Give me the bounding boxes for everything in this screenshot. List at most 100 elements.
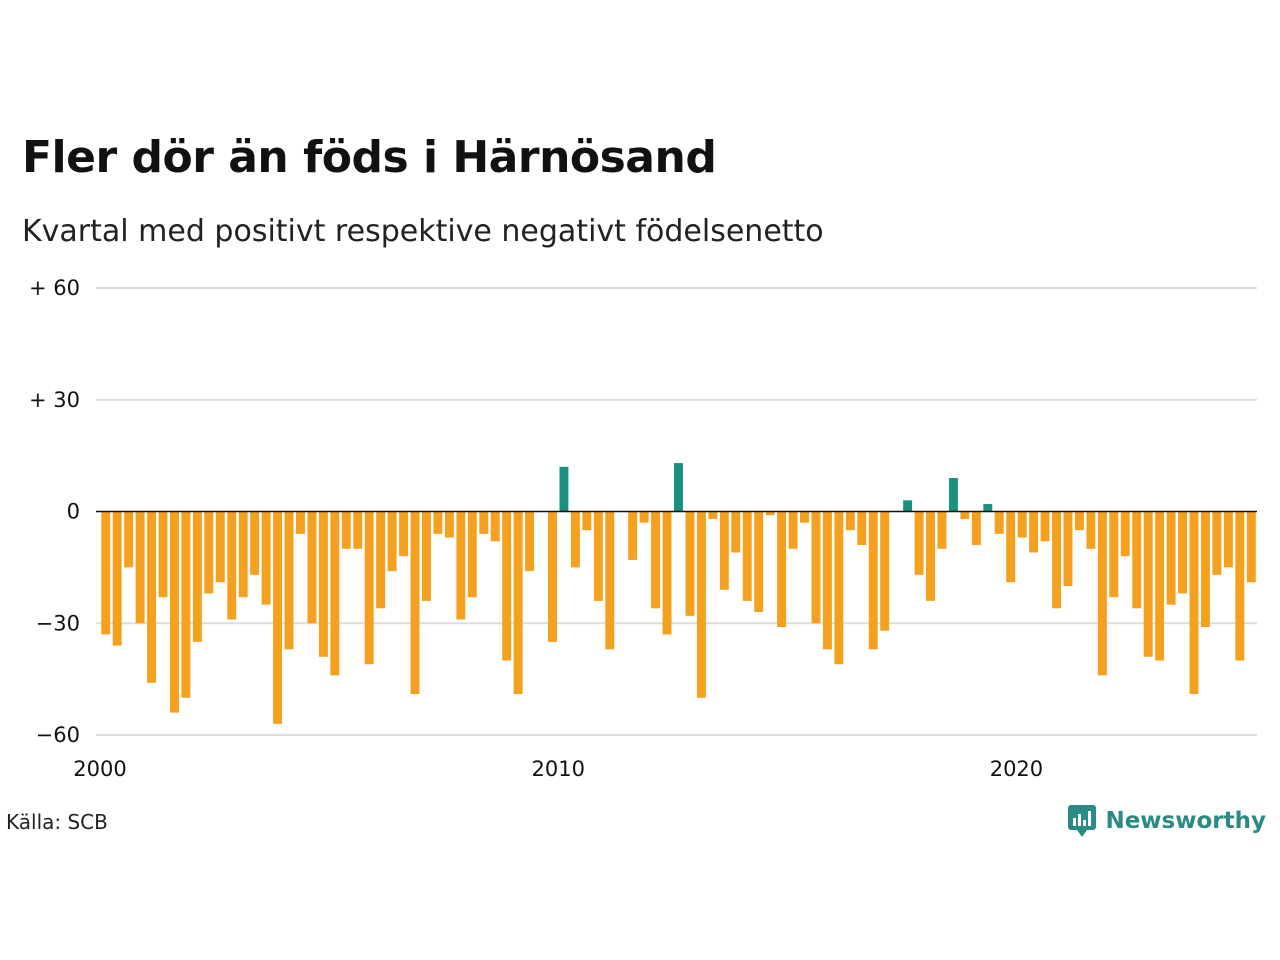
bar: 2010 K3: -5 xyxy=(582,511,592,531)
bar: 2005 K2: -10 xyxy=(341,511,351,549)
bar: 2014 K2: -27 xyxy=(754,511,764,613)
bar: 2021 K1: -20 xyxy=(1063,511,1073,586)
bar: 2015 K1: -10 xyxy=(788,511,798,549)
brand-logo[interactable]: Newsworthy xyxy=(1067,804,1266,838)
source-note: Källa: SCB xyxy=(6,810,108,834)
bar: 2001 K3: -54 xyxy=(169,511,179,713)
bar: 2008 K1: -23 xyxy=(467,511,477,598)
bar: 2021 K2: -5 xyxy=(1074,511,1084,531)
y-tick-label: −60 xyxy=(36,723,80,747)
bar: 2024 K3: -15 xyxy=(1223,511,1233,568)
bar: 2008 K2: -6 xyxy=(479,511,489,534)
bar: 2001 K4: -50 xyxy=(181,511,191,698)
bar: 2012 K4: -28 xyxy=(685,511,695,616)
bar: 2009 K1: -49 xyxy=(513,511,523,695)
bar: 2025 K1: -19 xyxy=(1246,511,1256,583)
bar: 2024 K2: -17 xyxy=(1212,511,1222,575)
bar: 2012 K1: -26 xyxy=(651,511,661,609)
bar: 2019 K3: -6 xyxy=(994,511,1004,534)
bar: 2021 K3: -10 xyxy=(1086,511,1096,549)
y-tick-label: + 30 xyxy=(29,388,80,412)
bar: 2021 K4: -44 xyxy=(1097,511,1107,676)
bar: 2019 K2: 2 xyxy=(983,504,993,512)
bar: 2004 K4: -39 xyxy=(318,511,328,657)
bar: 2003 K4: -57 xyxy=(273,511,283,724)
bar: 2018 K3: 9 xyxy=(948,477,958,512)
bar: 2019 K1: -9 xyxy=(971,511,981,546)
bar: 2013 K4: -11 xyxy=(731,511,741,553)
bar: 2022 K2: -12 xyxy=(1120,511,1130,557)
bar: 2005 K1: -44 xyxy=(330,511,340,676)
bar: 2001 K1: -46 xyxy=(147,511,157,683)
x-tick-label: 2000 xyxy=(73,757,126,781)
bar: 2006 K1: -26 xyxy=(376,511,386,609)
bar: 2000 K2: -36 xyxy=(112,511,122,646)
bar: 2002 K3: -19 xyxy=(215,511,225,583)
bar: 2000 K1: -33 xyxy=(101,511,111,635)
chart-title: Fler dör än föds i Härnösand xyxy=(22,132,717,183)
bar: 2010 K4: -24 xyxy=(593,511,603,601)
y-tick-label: 0 xyxy=(67,500,80,524)
bar: 2018 K4: -2 xyxy=(960,511,970,519)
bar: 2020 K4: -26 xyxy=(1052,511,1061,609)
bar: 2007 K2: -6 xyxy=(433,511,443,534)
bar: 2014 K3: -1 xyxy=(765,511,775,516)
bar: 2007 K1: -24 xyxy=(422,511,431,601)
bar: 2005 K4: -41 xyxy=(364,511,374,665)
bar: 2023 K4: -49 xyxy=(1189,511,1199,695)
bar: 2006 K4: -49 xyxy=(410,511,420,695)
brand-name: Newsworthy xyxy=(1105,808,1266,834)
bar: 2008 K4: -40 xyxy=(502,511,512,661)
bar: 2004 K1: -37 xyxy=(284,511,294,650)
x-tick-label: 2010 xyxy=(531,757,584,781)
bar: 2020 K2: -11 xyxy=(1029,511,1039,553)
bar: 2009 K4: -35 xyxy=(548,511,557,642)
bar: 2024 K1: -31 xyxy=(1200,511,1210,627)
bar: 2013 K2: -2 xyxy=(708,511,718,519)
bar: 2018 K2: -10 xyxy=(937,511,947,549)
x-tick-label: 2020 xyxy=(990,757,1043,781)
bar: 2003 K1: -23 xyxy=(238,511,248,598)
bar: 2002 K4: -29 xyxy=(227,511,237,620)
bar: 2018 K1: -24 xyxy=(926,511,935,601)
bar: 2002 K2: -22 xyxy=(204,511,214,594)
bar: 2011 K4: -3 xyxy=(639,511,649,523)
bar: 2011 K3: -13 xyxy=(628,511,638,560)
bar: 2012 K3: 13 xyxy=(674,463,683,512)
bar: 2007 K3: -7 xyxy=(444,511,454,538)
bar: 2015 K4: -37 xyxy=(822,511,832,650)
bar: 2007 K4: -29 xyxy=(456,511,466,620)
chart-subtitle: Kvartal med positivt respektive negativt… xyxy=(22,214,824,249)
bar: 2020 K3: -8 xyxy=(1040,511,1050,542)
bar: 2013 K3: -21 xyxy=(719,511,729,590)
bar: 2016 K4: -37 xyxy=(868,511,878,650)
bar: 2003 K3: -25 xyxy=(261,511,271,605)
bar: 2014 K4: -31 xyxy=(777,511,787,627)
bar: 2004 K2: -6 xyxy=(296,511,305,534)
bar: 2022 K3: -26 xyxy=(1132,511,1142,609)
bar: 2015 K3: -30 xyxy=(811,511,821,624)
bar: 2013 K1: -50 xyxy=(696,511,706,698)
bar: 2010 K2: -15 xyxy=(570,511,580,568)
bar: 2023 K3: -22 xyxy=(1178,511,1188,594)
bar: 2017 K1: -32 xyxy=(880,511,890,631)
bar: 2006 K2: -16 xyxy=(387,511,397,572)
y-tick-label: −30 xyxy=(36,611,80,635)
bar: 2017 K4: -17 xyxy=(914,511,924,575)
bar: 2022 K4: -39 xyxy=(1143,511,1153,657)
bar: 2005 K3: -10 xyxy=(353,511,363,549)
bar: 2016 K2: -5 xyxy=(845,511,855,531)
bar: 2016 K3: -9 xyxy=(857,511,867,546)
bar: 2016 K1: -41 xyxy=(834,511,844,665)
bar: 2017 K3: 3 xyxy=(903,500,913,512)
bar: 2023 K2: -25 xyxy=(1166,511,1176,605)
bar: 2000 K3: -15 xyxy=(124,511,134,568)
bar: 2004 K3: -30 xyxy=(307,511,317,624)
bar: 2015 K2: -3 xyxy=(800,511,809,523)
bar: 2022 K1: -23 xyxy=(1109,511,1119,598)
bar: 2001 K2: -23 xyxy=(158,511,168,598)
bar: 2024 K4: -40 xyxy=(1235,511,1245,661)
bar: 2019 K4: -19 xyxy=(1006,511,1016,583)
y-tick-label: + 60 xyxy=(29,276,80,300)
newsworthy-logo-icon xyxy=(1068,805,1097,837)
